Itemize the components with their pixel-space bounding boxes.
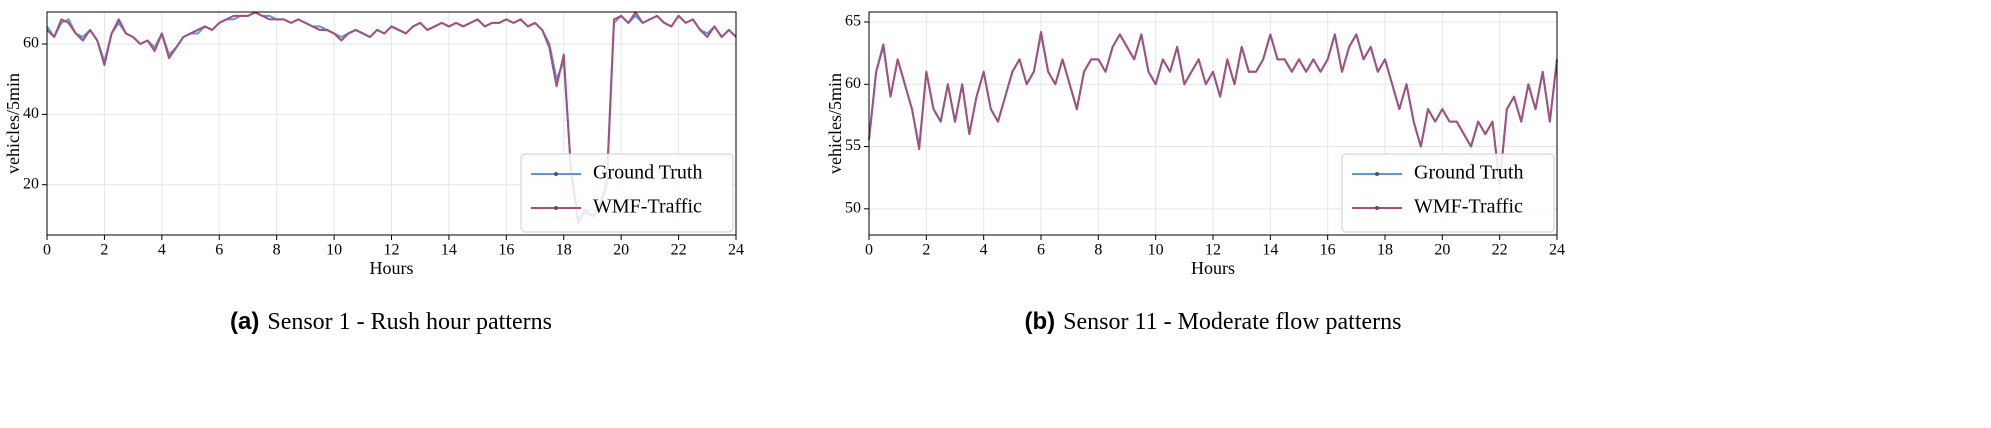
x-tick-label: 0: [43, 242, 51, 259]
legend-marker: [554, 172, 558, 176]
y-tick-label: 65: [845, 13, 861, 30]
x-tick-label: 8: [1094, 242, 1102, 259]
chart-panel: 0 2 4 6 8 10 12 14 16 18 20 22 24204060Hoursvehicles…: [3, 11, 744, 335]
x-tick-label: 16: [498, 242, 514, 259]
caption-text: Sensor 1 - Rush hour patterns: [267, 309, 552, 335]
plot-frame: [868, 11, 1558, 236]
caption-text: Sensor 11 - Moderate flow patterns: [1063, 309, 1401, 335]
x-axis-label: Hours: [1191, 258, 1235, 278]
legend-label: Ground Truth: [1414, 162, 1523, 184]
x-tick-label: 18: [556, 242, 572, 259]
plot-frame: [46, 11, 737, 236]
x-axis-label: Hours: [370, 258, 414, 278]
caption: (a) Sensor 1 - Rush hour patterns: [230, 308, 552, 335]
x-tick-label: 8: [273, 242, 281, 259]
legend-label: Ground Truth: [593, 162, 702, 184]
x-tick-label: 22: [671, 242, 687, 259]
y-tick-label: 40: [23, 105, 39, 122]
y-tick-label: 20: [23, 175, 39, 192]
x-tick-label: 22: [1492, 242, 1508, 259]
x-tick-label: 12: [384, 242, 400, 259]
x-tick-label: 12: [1205, 242, 1221, 259]
series-line: [868, 30, 1558, 185]
chart-panel: 0 2 4 6 8 10 12 14 16 18 20 22 2450556065Hoursvehicl…: [825, 11, 1565, 335]
x-tick-label: 6: [1037, 242, 1045, 259]
legend-marker: [1375, 172, 1379, 176]
x-tick-label: 6: [215, 242, 223, 259]
y-tick-label: 55: [845, 137, 861, 154]
x-tick-label: 0: [865, 242, 873, 259]
x-tick-label: 20: [613, 242, 629, 259]
y-axis-label: vehicles/5min: [3, 73, 23, 174]
legend-marker: [554, 206, 558, 210]
caption-label: (a): [230, 308, 259, 335]
y-tick-label: 60: [23, 35, 39, 52]
y-tick-label: 60: [845, 75, 861, 92]
x-tick-label: 4: [980, 242, 988, 259]
x-tick-label: 10: [326, 242, 342, 259]
x-tick-label: 14: [441, 242, 457, 259]
y-axis-label: vehicles/5min: [825, 73, 845, 174]
x-tick-label: 4: [158, 242, 166, 259]
legend-label: WMF-Traffic: [1414, 196, 1523, 218]
x-tick-label: 16: [1320, 242, 1336, 259]
x-tick-label: 2: [922, 242, 930, 259]
x-tick-label: 10: [1148, 242, 1164, 259]
x-tick-label: 20: [1434, 242, 1450, 259]
y-tick-label: 50: [845, 200, 861, 217]
legend-marker: [1375, 206, 1379, 210]
series-line: [46, 11, 737, 225]
x-tick-label: 18: [1377, 242, 1393, 259]
x-tick-label: 2: [100, 242, 108, 259]
x-tick-label: 14: [1262, 242, 1278, 259]
caption: (b) Sensor 11 - Moderate flow patterns: [1024, 308, 1401, 335]
legend-label: WMF-Traffic: [593, 196, 702, 218]
x-tick-label: 24: [1549, 242, 1565, 259]
x-tick-label: 24: [728, 242, 744, 259]
caption-label: (b): [1024, 308, 1055, 335]
